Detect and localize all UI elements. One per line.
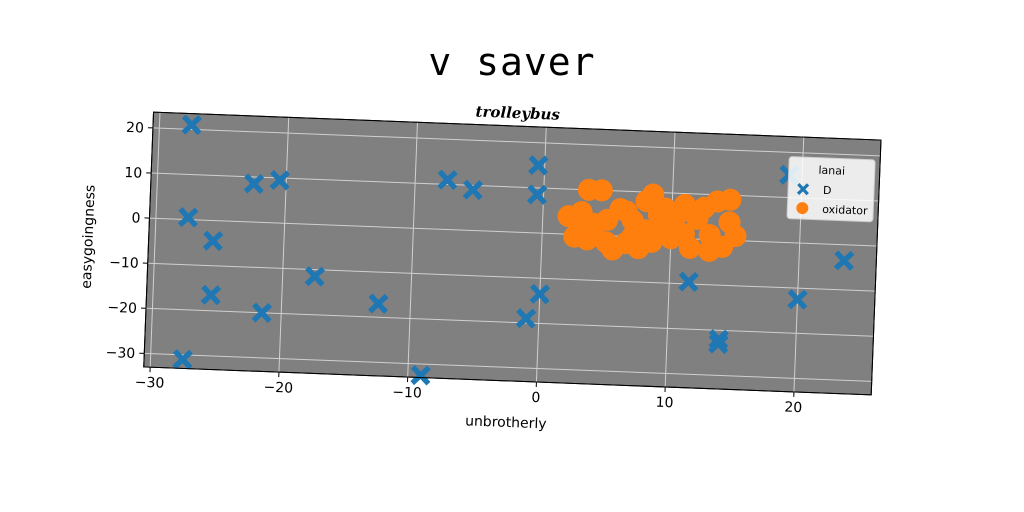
y-grid-line bbox=[144, 352, 872, 382]
data-point-oxidator bbox=[698, 239, 721, 262]
data-point-D bbox=[526, 184, 548, 205]
data-point-D bbox=[678, 271, 699, 292]
series-D bbox=[172, 114, 855, 386]
data-point-D bbox=[172, 349, 193, 370]
legend-entry-oxidator: oxidator bbox=[796, 202, 868, 218]
x-grid-line bbox=[664, 132, 676, 387]
data-point-D bbox=[368, 293, 389, 314]
y-grid-line bbox=[147, 262, 876, 292]
x-axis-label: unbrotherly bbox=[465, 413, 547, 432]
legend: lanai D oxidator bbox=[786, 156, 876, 223]
y-tick-label: −30 bbox=[105, 345, 135, 362]
series-oxidator bbox=[557, 178, 747, 262]
figure-suptitle: v saver bbox=[428, 40, 596, 84]
data-point-D bbox=[202, 230, 224, 252]
x-axis-ticks: −30 −20 −10 0 10 20 bbox=[134, 367, 803, 417]
data-point-D bbox=[708, 333, 729, 355]
x-tick-label: 0 bbox=[531, 390, 541, 406]
plot-frame bbox=[143, 111, 882, 396]
data-point-D bbox=[787, 289, 808, 310]
data-point-D bbox=[410, 365, 431, 386]
y-grid-line bbox=[151, 172, 879, 202]
legend-box bbox=[786, 156, 876, 223]
data-point-D bbox=[437, 169, 458, 191]
x-tick-label: −20 bbox=[263, 380, 293, 397]
y-grid-line bbox=[145, 307, 874, 337]
data-point-oxidator bbox=[595, 231, 618, 254]
y-grid-line bbox=[152, 127, 881, 157]
x-tick-label: −10 bbox=[392, 385, 422, 402]
data-point-D bbox=[243, 173, 265, 194]
y-axis-ticks: 20 10 0 −10 −20 −30 bbox=[105, 120, 153, 362]
legend-label-oxidator: oxidator bbox=[822, 203, 868, 218]
y-axis-label: easygoingness bbox=[79, 184, 99, 288]
y-tick-label: 20 bbox=[126, 120, 144, 137]
data-point-oxidator bbox=[678, 236, 701, 259]
chart-title: trolleybus bbox=[475, 102, 561, 123]
data-point-D bbox=[462, 179, 484, 201]
data-point-oxidator bbox=[627, 237, 650, 260]
data-point-D bbox=[529, 283, 551, 305]
y-tick-label: 10 bbox=[124, 165, 142, 182]
y-tick-label: −20 bbox=[107, 300, 137, 317]
data-point-D bbox=[200, 284, 222, 306]
x-grid-line bbox=[407, 122, 418, 378]
x-tick-label: 20 bbox=[784, 400, 802, 417]
data-point-oxidator bbox=[698, 224, 721, 247]
data-point-oxidator bbox=[647, 204, 670, 227]
x-tick-label: 10 bbox=[655, 395, 673, 412]
grid-lines bbox=[144, 112, 881, 392]
legend-marker-circle-icon bbox=[796, 202, 809, 215]
data-point-oxidator bbox=[615, 200, 638, 223]
data-point-D bbox=[269, 169, 291, 191]
x-tick-label: −30 bbox=[134, 375, 164, 392]
legend-entry-D: D bbox=[796, 182, 832, 197]
data-point-oxidator bbox=[719, 188, 742, 211]
x-grid-line bbox=[149, 112, 161, 368]
data-point-oxidator bbox=[674, 193, 697, 216]
data-point-D bbox=[833, 250, 855, 271]
legend-label-D: D bbox=[823, 184, 832, 197]
legend-marker-x-icon bbox=[796, 182, 810, 196]
y-tick-label: 0 bbox=[131, 210, 141, 226]
data-point-D bbox=[251, 302, 273, 323]
data-point-D bbox=[177, 207, 199, 228]
data-point-D bbox=[515, 308, 537, 329]
data-point-D bbox=[708, 329, 729, 350]
data-point-D bbox=[304, 266, 326, 287]
data-point-D bbox=[181, 114, 202, 136]
y-tick-label: −10 bbox=[109, 255, 139, 272]
legend-title: lanai bbox=[818, 164, 845, 178]
x-grid-line bbox=[278, 117, 290, 373]
axes-group: −30 −20 −10 0 10 20 20 10 0 −10 −20 −30 trolleybus… bbox=[79, 102, 882, 432]
legend-marker-x-shape bbox=[796, 182, 810, 196]
data-point-oxidator bbox=[590, 179, 613, 202]
data-point-D bbox=[528, 155, 549, 176]
plot-background bbox=[143, 111, 882, 396]
data-point-oxidator bbox=[659, 227, 682, 250]
y-grid-line bbox=[149, 217, 877, 247]
data-point-oxidator bbox=[570, 214, 593, 237]
